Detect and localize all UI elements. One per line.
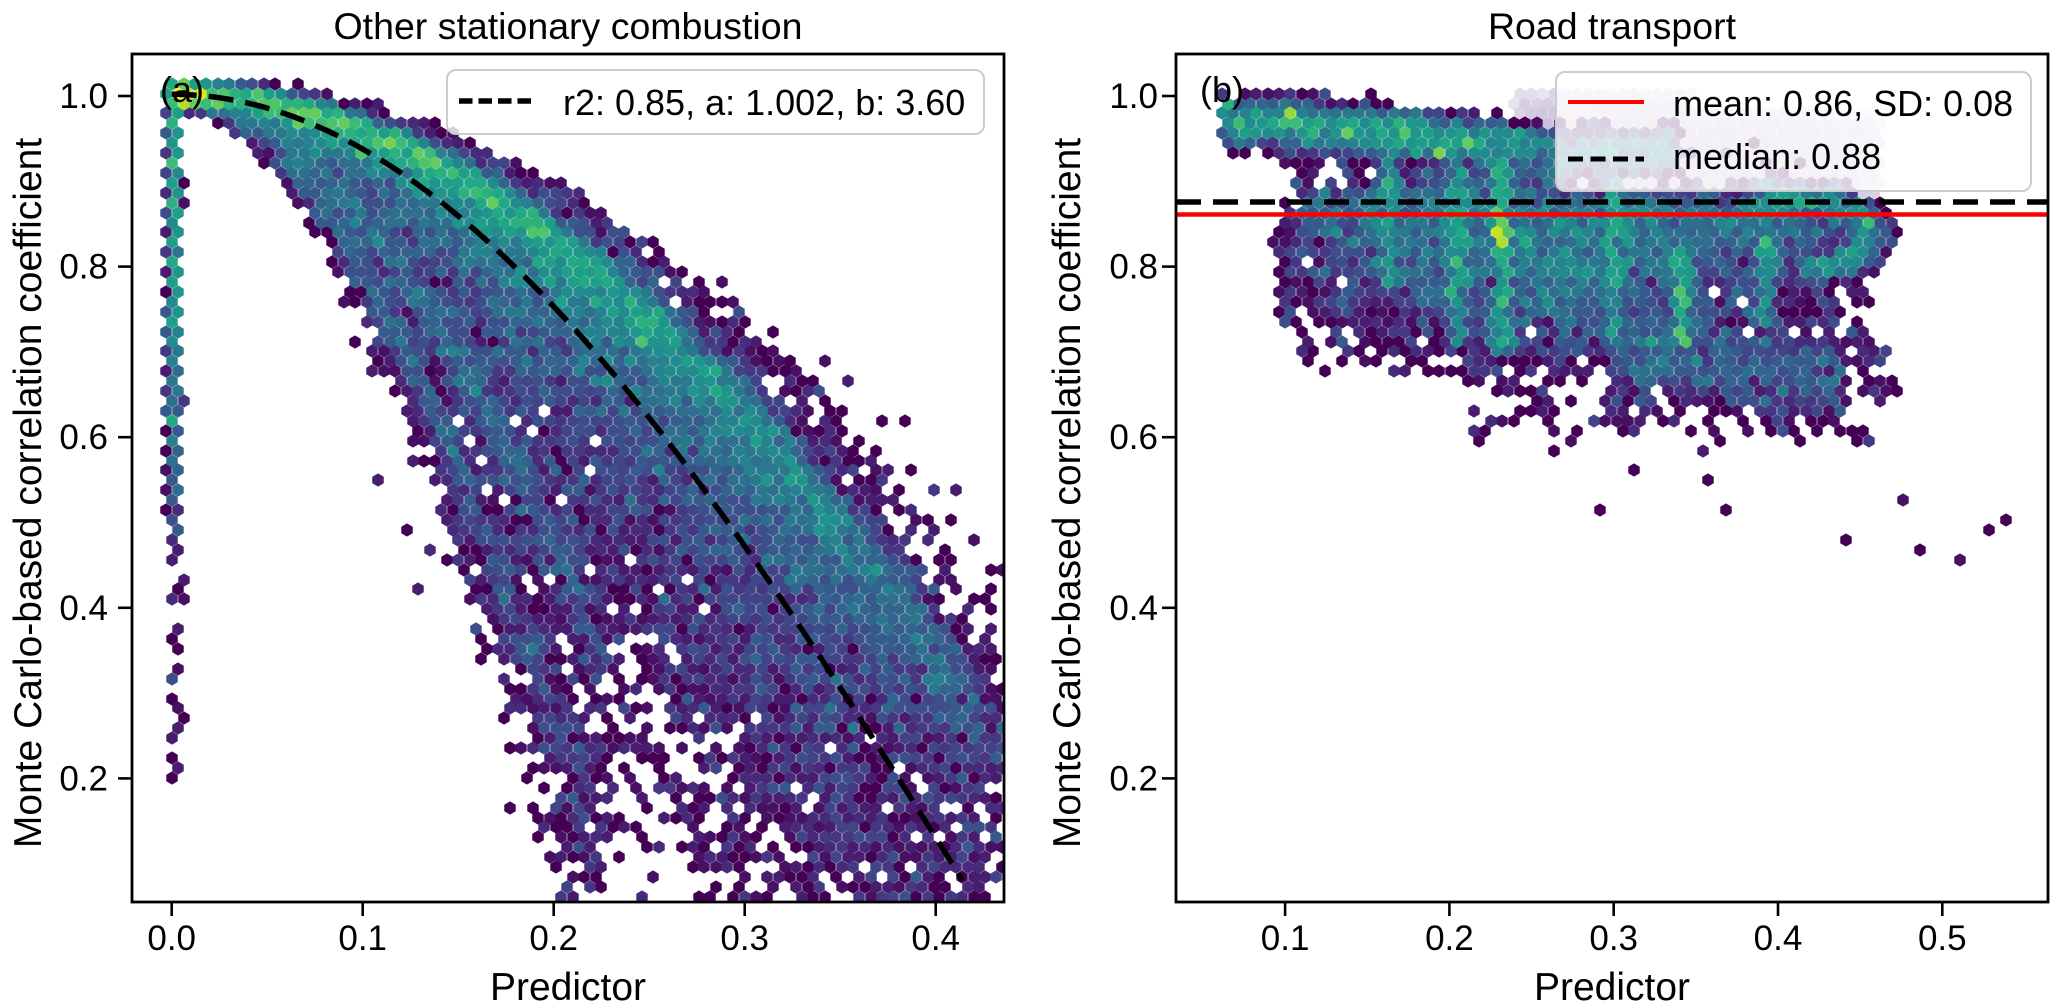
svg-text:0.2: 0.2	[529, 919, 578, 958]
svg-text:0.4: 0.4	[59, 589, 108, 628]
svg-text:0.4: 0.4	[911, 919, 960, 958]
svg-text:0.3: 0.3	[1589, 919, 1638, 958]
svg-text:median: 0.88: median: 0.88	[1673, 136, 1881, 177]
svg-text:0.6: 0.6	[1109, 418, 1158, 457]
svg-text:mean: 0.86, SD: 0.08: mean: 0.86, SD: 0.08	[1673, 83, 2013, 124]
svg-text:Predictor: Predictor	[1534, 966, 1690, 1005]
svg-text:(a): (a)	[160, 69, 204, 110]
svg-text:r2: 0.85, a: 1.002, b: 3.60: r2: 0.85, a: 1.002, b: 3.60	[563, 82, 965, 123]
svg-text:0.3: 0.3	[720, 919, 769, 958]
svg-text:0.5: 0.5	[1918, 919, 1967, 958]
svg-text:Other stationary combustion: Other stationary combustion	[334, 5, 803, 47]
svg-text:0.1: 0.1	[338, 919, 387, 958]
svg-text:0.2: 0.2	[59, 759, 108, 798]
svg-text:0.2: 0.2	[1425, 919, 1474, 958]
svg-text:1.0: 1.0	[1109, 77, 1158, 116]
svg-text:0.4: 0.4	[1754, 919, 1803, 958]
svg-text:0.4: 0.4	[1109, 589, 1158, 628]
svg-text:0.0: 0.0	[147, 919, 196, 958]
svg-text:0.6: 0.6	[59, 418, 108, 457]
svg-text:1.0: 1.0	[59, 77, 108, 116]
svg-text:0.8: 0.8	[59, 248, 108, 287]
svg-text:Monte Carlo-based correlation: Monte Carlo-based correlation coefficien…	[1046, 138, 1089, 848]
svg-text:0.2: 0.2	[1109, 759, 1158, 798]
svg-text:0.1: 0.1	[1261, 919, 1310, 958]
svg-text:Predictor: Predictor	[490, 966, 646, 1005]
svg-text:0.8: 0.8	[1109, 248, 1158, 287]
svg-text:Monte Carlo-based correlation: Monte Carlo-based correlation coefficien…	[7, 138, 50, 848]
svg-text:(b): (b)	[1200, 69, 1244, 110]
svg-text:Road transport: Road transport	[1488, 5, 1737, 47]
